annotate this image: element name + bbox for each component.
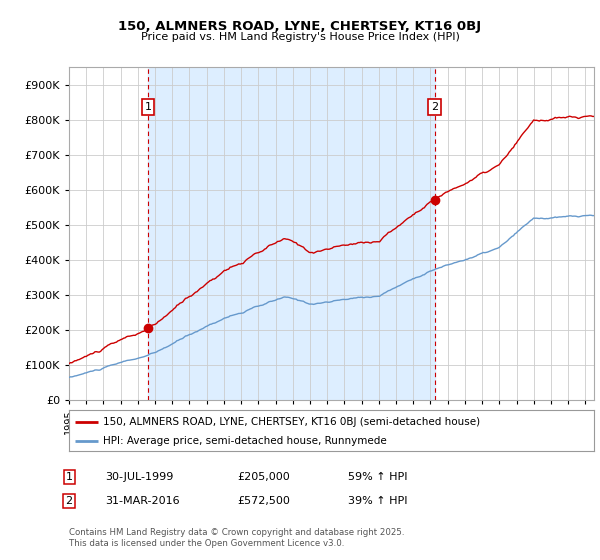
- Text: 2: 2: [431, 102, 439, 112]
- Text: 39% ↑ HPI: 39% ↑ HPI: [348, 496, 407, 506]
- Text: 59% ↑ HPI: 59% ↑ HPI: [348, 472, 407, 482]
- Text: 30-JUL-1999: 30-JUL-1999: [105, 472, 173, 482]
- Bar: [148, 67, 435, 400]
- Text: Price paid vs. HM Land Registry's House Price Index (HPI): Price paid vs. HM Land Registry's House …: [140, 32, 460, 42]
- Text: 1: 1: [145, 102, 151, 112]
- Text: 1: 1: [65, 472, 73, 482]
- Text: 150, ALMNERS ROAD, LYNE, CHERTSEY, KT16 0BJ (semi-detached house): 150, ALMNERS ROAD, LYNE, CHERTSEY, KT16 …: [103, 417, 480, 427]
- Text: Contains HM Land Registry data © Crown copyright and database right 2025.
This d: Contains HM Land Registry data © Crown c…: [69, 528, 404, 548]
- Text: 150, ALMNERS ROAD, LYNE, CHERTSEY, KT16 0BJ: 150, ALMNERS ROAD, LYNE, CHERTSEY, KT16 …: [118, 20, 482, 32]
- Text: £205,000: £205,000: [237, 472, 290, 482]
- Text: HPI: Average price, semi-detached house, Runnymede: HPI: Average price, semi-detached house,…: [103, 436, 387, 446]
- Text: £572,500: £572,500: [237, 496, 290, 506]
- Text: 2: 2: [65, 496, 73, 506]
- Text: 31-MAR-2016: 31-MAR-2016: [105, 496, 179, 506]
